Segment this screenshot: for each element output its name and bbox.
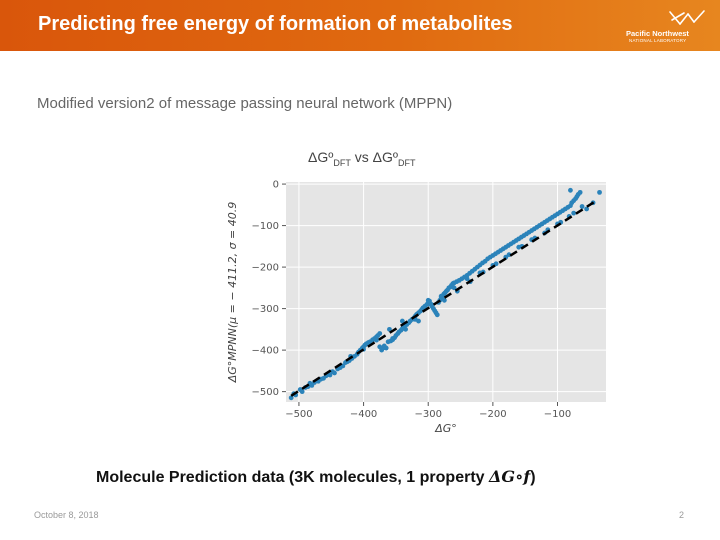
y-axis-label: ΔG°MPNN(μ = − 411.2, σ = 40.9: [226, 202, 239, 384]
caption-math: ΔG∘f: [489, 467, 531, 486]
x-axis-label: ΔG°: [434, 422, 457, 435]
data-point: [377, 344, 383, 350]
y-tick-label: 0: [273, 180, 279, 191]
data-point: [332, 370, 337, 376]
logo-subtitle: NATIONAL LABORATORY: [629, 38, 687, 43]
chart-title-part: ΔGº: [308, 149, 334, 165]
logo-name: Pacific Northwest: [626, 29, 689, 38]
data-point: [429, 302, 434, 307]
data-point: [568, 187, 573, 193]
data-point: [390, 336, 396, 341]
logo-graphic-icon: [669, 10, 705, 25]
x-tick-label: −200: [479, 409, 506, 420]
data-point: [441, 297, 447, 303]
chart-title-part2: ΔGº: [372, 149, 398, 165]
pnnl-logo: Pacific Northwest NATIONAL LABORATORY: [624, 8, 714, 46]
data-point: [506, 252, 512, 258]
data-point: [416, 318, 421, 324]
y-tick-label: −200: [252, 263, 279, 274]
y-tick-label: −300: [252, 304, 279, 315]
chart-title: ΔGºDFT vs ΔGºDFT: [308, 149, 416, 168]
data-point: [399, 318, 405, 324]
x-tick-label: −300: [414, 409, 441, 420]
data-point: [425, 297, 431, 303]
data-point: [571, 210, 577, 216]
chart-title-sub2: DFT: [398, 157, 416, 168]
chart-title-vs: vs: [350, 149, 373, 165]
data-point: [464, 276, 470, 282]
x-tick-label: −400: [350, 409, 377, 420]
data-point: [493, 261, 499, 267]
data-point: [383, 345, 389, 351]
y-tick-label: −400: [252, 346, 279, 357]
data-point: [438, 293, 444, 299]
data-point: [288, 395, 294, 401]
data-point: [584, 206, 590, 212]
page-number: 2: [679, 510, 685, 520]
data-point: [387, 326, 392, 332]
slide-subtitle: Modified version2 of message passing neu…: [37, 95, 453, 112]
y-tick-label: −500: [252, 387, 279, 398]
data-point: [327, 372, 333, 378]
data-point: [377, 331, 383, 336]
slide-title: Predicting free energy of formation of m…: [38, 13, 513, 35]
caption-end: ): [530, 469, 536, 486]
footer-date: October 8, 2018: [34, 510, 99, 520]
slide-caption: Molecule Prediction data (3K molecules, …: [96, 467, 536, 487]
x-tick-label: −500: [285, 409, 312, 420]
data-points: [288, 187, 602, 401]
data-point: [374, 337, 379, 343]
data-point: [579, 204, 585, 209]
grid-lines: [286, 182, 606, 402]
data-point: [597, 189, 602, 195]
y-tick-label: −100: [252, 221, 279, 232]
chart-title-sub: DFT: [333, 157, 351, 168]
scatter-chart: −500 −400 −300 −200 −100 0−100−200−300−400−5…: [226, 180, 606, 435]
data-point: [451, 285, 457, 291]
data-point: [577, 189, 583, 195]
title-bar: Predicting free energy of formation of m…: [0, 0, 720, 51]
x-axis-ticks: −500 −400 −300 −200 −100: [285, 402, 571, 420]
data-point: [434, 312, 440, 318]
data-point: [403, 326, 408, 332]
fit-line: [290, 199, 597, 397]
y-axis-ticks: 0 −100 −200 −300 −400 −500: [252, 180, 286, 398]
caption-text: Molecule Prediction data (3K molecules, …: [96, 469, 489, 486]
x-tick-label: −100: [544, 409, 571, 420]
data-point: [299, 389, 305, 395]
